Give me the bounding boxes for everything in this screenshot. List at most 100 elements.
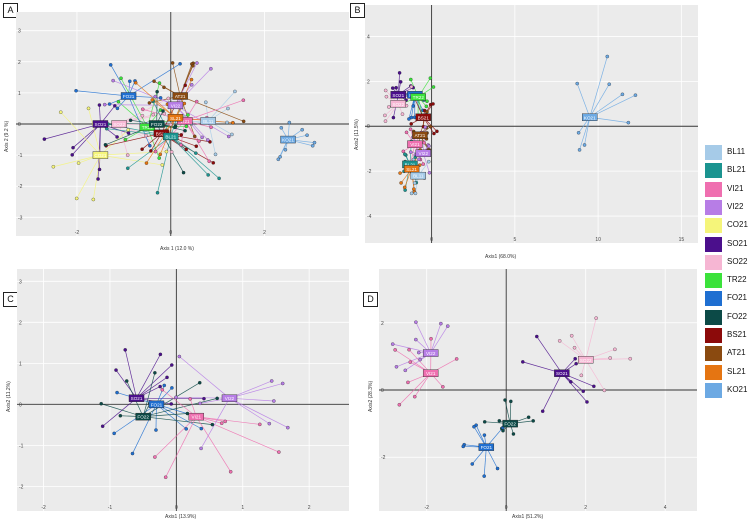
data-point	[147, 101, 152, 105]
data-point	[99, 401, 103, 406]
spoke-line	[585, 359, 605, 391]
data-point	[140, 107, 145, 111]
data-point	[391, 115, 396, 120]
spoke-line	[576, 83, 591, 118]
centroid-box	[128, 394, 145, 402]
centroid-label: SL21	[170, 116, 181, 121]
spoke-line	[60, 111, 101, 156]
data-point	[169, 150, 174, 154]
data-point	[482, 420, 487, 424]
centroid-label: SO21	[556, 371, 568, 376]
data-point	[258, 422, 262, 427]
data-point	[383, 119, 388, 123]
x-tick-label: 1	[241, 505, 244, 511]
data-point	[585, 400, 589, 404]
spoke-line	[44, 123, 101, 140]
data-point	[412, 187, 416, 191]
centroid-label: SO22	[580, 358, 592, 363]
data-point	[427, 144, 431, 148]
legend-label: BL11	[727, 147, 746, 156]
x-tick-label: 5	[513, 237, 516, 243]
data-point	[394, 85, 398, 90]
data-point	[149, 149, 153, 153]
centroid-label: VI22	[426, 351, 436, 356]
data-point	[427, 171, 432, 175]
data-point	[144, 133, 148, 138]
data-point	[170, 61, 175, 65]
centroid-label: BS21	[418, 115, 430, 120]
centroid-label: VI21	[192, 415, 202, 420]
data-point	[124, 379, 129, 383]
panel-label-c: C	[3, 292, 18, 307]
centroid-label: SO21	[95, 122, 107, 127]
data-point	[155, 191, 160, 195]
centroid-label: FO22	[504, 422, 516, 427]
data-point	[569, 380, 573, 384]
data-point	[74, 196, 79, 201]
data-point	[115, 135, 119, 139]
legend-label: TR22	[727, 275, 747, 285]
data-point	[398, 80, 403, 84]
spoke-line	[143, 416, 213, 425]
panel-label-d: D	[363, 292, 378, 307]
data-point	[96, 177, 100, 181]
centroid-label: SO21	[392, 93, 404, 98]
data-point	[188, 397, 192, 401]
spoke-line	[184, 120, 210, 162]
legend-item-tr22: TR22	[700, 272, 750, 289]
data-point	[403, 368, 408, 373]
data-point	[446, 324, 450, 328]
spoke-line	[135, 82, 176, 119]
centroid-label: VI21	[426, 371, 436, 376]
centroid-labels-d: VI22 VI21 SO22 SO21 FO22 FO21	[422, 349, 594, 451]
spoke-line	[179, 65, 194, 97]
centroid-box	[163, 132, 179, 141]
y-axis-label-c: Axis2 (11.2%)	[6, 381, 12, 412]
centroid-box	[422, 369, 439, 377]
data-point	[277, 450, 281, 454]
centroid-label: AT21	[175, 94, 186, 99]
spoke-line	[483, 447, 487, 477]
data-point	[576, 131, 581, 135]
spoke-line	[200, 398, 230, 449]
y-tick-label: 2	[19, 320, 22, 326]
legend-label: KO21	[727, 384, 748, 394]
data-point	[394, 365, 399, 369]
data-point	[183, 128, 187, 133]
data-point	[383, 113, 387, 118]
points-a	[42, 61, 317, 202]
data-point	[402, 185, 407, 190]
data-point	[217, 176, 221, 181]
x-tick-label: 10	[595, 237, 601, 243]
data-point	[310, 144, 315, 148]
data-point	[128, 118, 133, 123]
data-point	[390, 342, 395, 346]
data-point	[573, 356, 577, 361]
spoke-line	[504, 399, 511, 424]
data-point	[482, 433, 487, 437]
y-tick-label: -2	[19, 484, 24, 490]
spokes-a	[44, 62, 315, 200]
data-point	[633, 93, 638, 97]
data-point	[413, 191, 418, 196]
spoke-line	[53, 154, 101, 168]
centroid-box	[172, 92, 188, 100]
data-point	[158, 352, 163, 357]
centroid-box	[407, 140, 423, 148]
data-point	[133, 81, 138, 85]
data-point	[393, 348, 397, 352]
data-point	[535, 334, 539, 339]
data-point	[241, 119, 246, 124]
y-axis-label-a: Axis 2 (9.2 %)	[4, 120, 10, 152]
chart-svg-c: -2 -1 0 1 2 3 2 1 0 -1 -2 SO21 FO21 FO22 VI21 VI22	[17, 269, 349, 511]
points-c	[99, 348, 290, 479]
data-point	[501, 428, 505, 433]
data-point	[206, 173, 210, 177]
data-point	[411, 104, 415, 108]
data-point	[108, 63, 113, 67]
data-point	[407, 117, 411, 121]
spoke-line	[119, 98, 169, 125]
data-point	[509, 399, 513, 404]
data-point	[151, 112, 155, 117]
centroid-box	[92, 120, 109, 128]
